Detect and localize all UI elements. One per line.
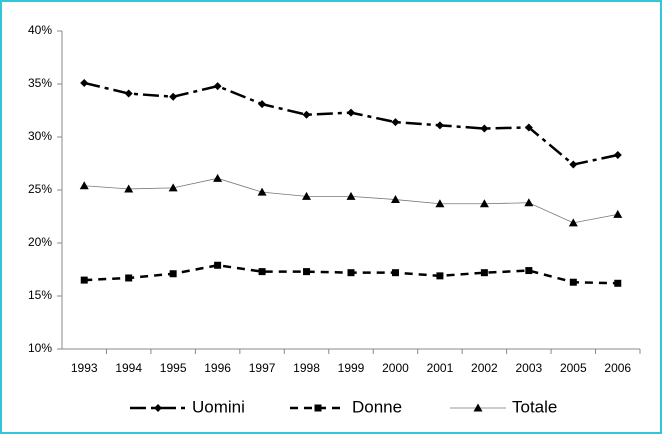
marker bbox=[303, 268, 311, 276]
marker bbox=[435, 199, 445, 208]
marker bbox=[524, 123, 533, 132]
marker bbox=[258, 268, 266, 276]
marker bbox=[79, 181, 89, 190]
y-tick-label: 35% bbox=[28, 76, 52, 90]
x-tick-label: 2000 bbox=[382, 361, 409, 375]
marker bbox=[525, 267, 533, 275]
marker bbox=[302, 191, 312, 200]
y-tick-label: 10% bbox=[28, 341, 52, 355]
x-tick-label: 1993 bbox=[71, 361, 98, 375]
marker bbox=[390, 195, 400, 204]
y-tick-label: 40% bbox=[28, 23, 52, 37]
legend-marker bbox=[154, 404, 162, 412]
marker bbox=[124, 89, 133, 98]
marker bbox=[613, 151, 622, 160]
marker bbox=[302, 110, 311, 119]
x-tick-label: 1999 bbox=[338, 361, 365, 375]
x-tick-label: 1995 bbox=[160, 361, 187, 375]
marker bbox=[80, 78, 89, 87]
x-tick-label: 2003 bbox=[515, 361, 542, 375]
marker bbox=[568, 218, 578, 227]
legend-label: Uomini bbox=[192, 397, 245, 416]
marker bbox=[168, 183, 178, 192]
marker bbox=[569, 160, 578, 169]
legend-marker bbox=[314, 404, 322, 412]
marker bbox=[124, 184, 134, 193]
x-tick-label: 2002 bbox=[471, 361, 498, 375]
marker bbox=[480, 124, 489, 133]
x-tick-label: 2006 bbox=[604, 361, 631, 375]
x-tick-label: 1994 bbox=[115, 361, 142, 375]
marker bbox=[80, 276, 88, 284]
x-tick-label: 2001 bbox=[427, 361, 454, 375]
marker bbox=[391, 269, 399, 277]
x-tick-label: 1997 bbox=[249, 361, 276, 375]
x-tick-label: 2005 bbox=[560, 361, 587, 375]
legend-label: Totale bbox=[512, 397, 557, 416]
y-tick-label: 25% bbox=[28, 182, 52, 196]
marker bbox=[391, 118, 400, 127]
x-tick-label: 1996 bbox=[204, 361, 231, 375]
marker bbox=[169, 270, 177, 278]
marker bbox=[258, 100, 267, 109]
legend-marker bbox=[473, 403, 483, 412]
y-tick-label: 30% bbox=[28, 129, 52, 143]
marker bbox=[346, 191, 356, 200]
marker bbox=[347, 108, 355, 117]
y-tick-label: 20% bbox=[28, 235, 52, 249]
marker bbox=[613, 209, 623, 218]
x-tick-label: 1998 bbox=[293, 361, 320, 375]
marker bbox=[435, 121, 444, 130]
marker bbox=[214, 261, 222, 269]
y-tick-label: 15% bbox=[28, 288, 52, 302]
legend-label: Donne bbox=[352, 397, 402, 416]
marker bbox=[347, 269, 355, 277]
marker bbox=[125, 274, 133, 282]
marker bbox=[257, 187, 267, 196]
marker bbox=[569, 278, 577, 286]
marker bbox=[480, 269, 488, 277]
marker bbox=[479, 199, 489, 208]
marker bbox=[436, 272, 444, 280]
marker bbox=[169, 92, 178, 101]
marker bbox=[213, 82, 222, 91]
marker bbox=[213, 173, 223, 182]
marker bbox=[524, 198, 534, 207]
marker bbox=[614, 279, 622, 287]
